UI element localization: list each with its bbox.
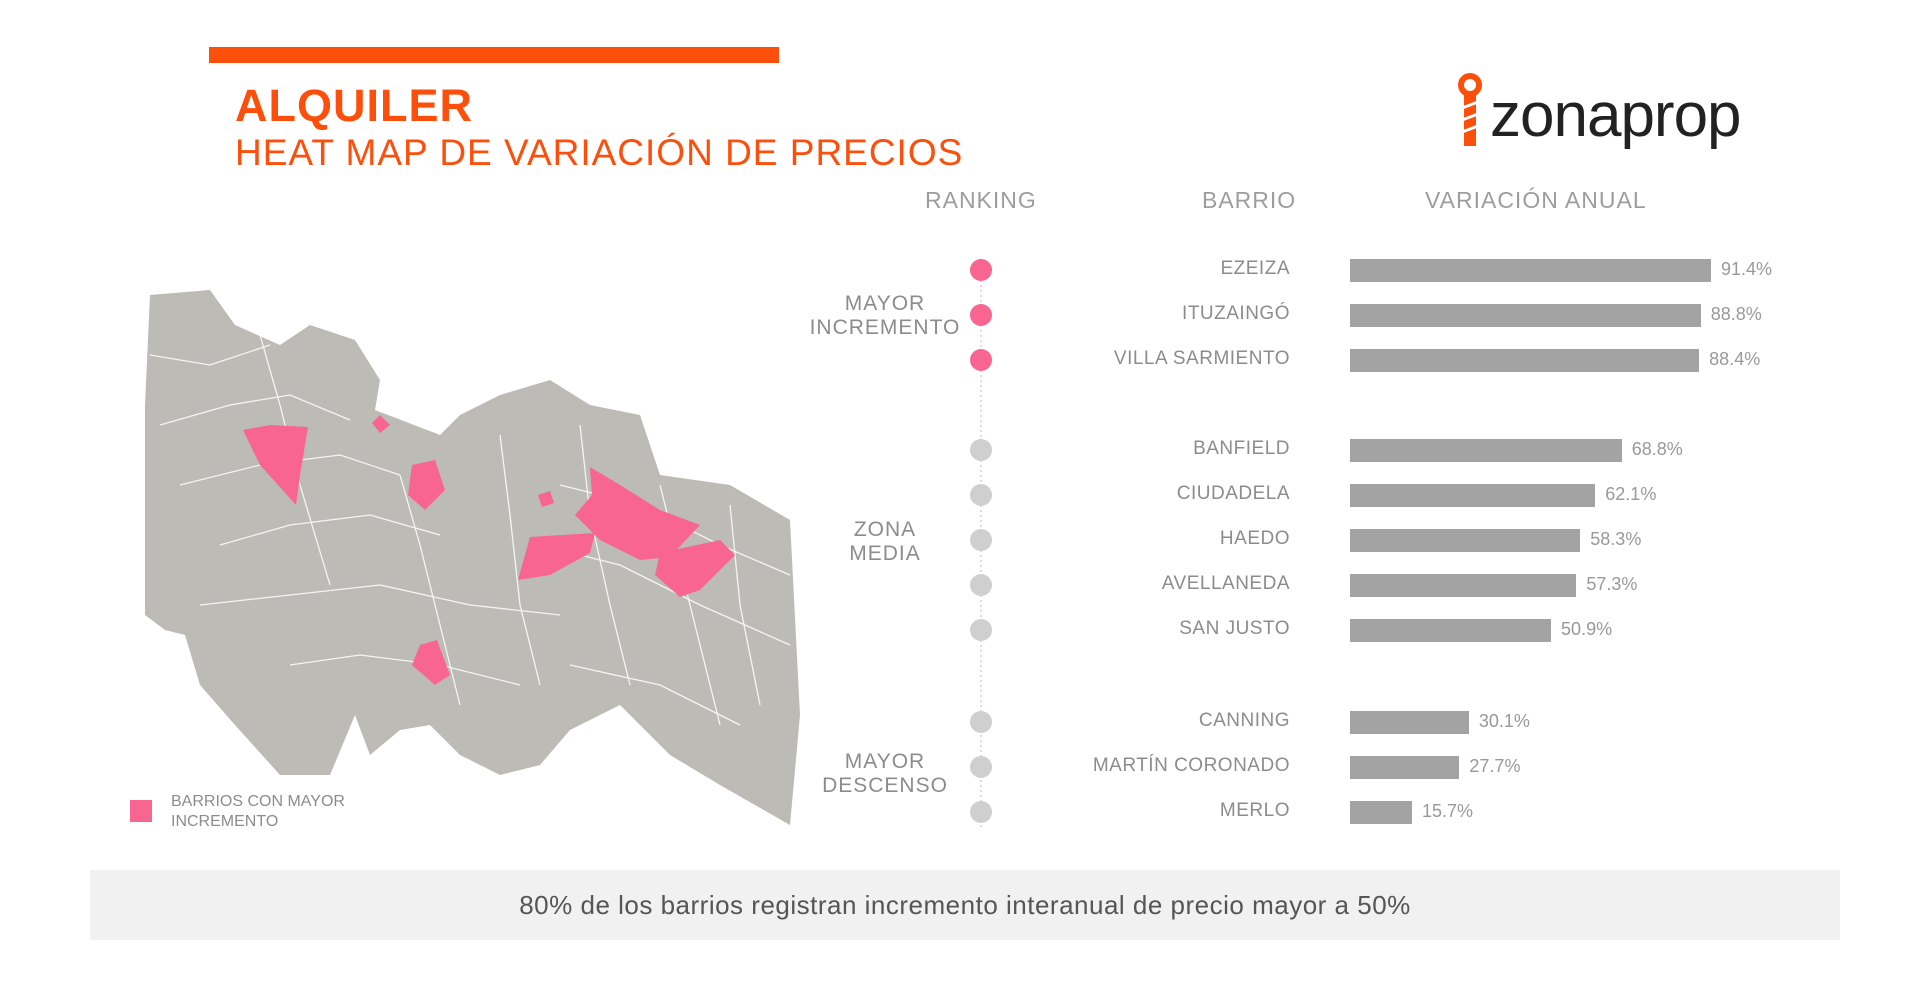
column-header-barrio: BARRIO — [1202, 187, 1297, 213]
bar — [1350, 619, 1552, 642]
heat-map — [145, 290, 800, 825]
bar-value-label: 58.3% — [1590, 529, 1642, 549]
column-header-ranking: RANKING — [925, 187, 1037, 213]
map-highlight-region — [372, 415, 390, 433]
bar-value-label: 30.1% — [1478, 711, 1530, 731]
bar — [1350, 756, 1460, 779]
map-highlight-region — [518, 533, 595, 580]
ranking-dot — [970, 484, 992, 506]
footer-text: 80% de los barrios registran incremento … — [519, 890, 1411, 920]
page-subtitle: HEAT MAP DE VARIACIÓN DE PRECIOS — [235, 132, 964, 173]
bar-value-label: 68.8% — [1631, 439, 1683, 459]
brand-logo-text: zonaprop — [1490, 81, 1742, 150]
barrio-label: MARTÍN CORONADO — [1092, 755, 1290, 776]
ranking-dot — [970, 349, 992, 371]
ranking-dot — [970, 304, 992, 326]
ranking-dot — [970, 529, 992, 551]
bar-value-label: 88.8% — [1710, 304, 1762, 324]
bar-value-label: 50.9% — [1561, 619, 1613, 639]
ranking-dot — [970, 619, 992, 641]
ranking-dot — [970, 439, 992, 461]
column-header-variacion: VARIACIÓN ANUAL — [1425, 187, 1647, 213]
legend-label: BARRIOS CON MAYOR INCREMENTO — [171, 793, 345, 830]
bar — [1350, 484, 1596, 507]
ranking-dot — [970, 259, 992, 281]
map-highlight-region — [575, 467, 700, 560]
bar — [1350, 304, 1701, 327]
map-highlight-region — [655, 540, 735, 597]
bar — [1350, 711, 1469, 734]
legend-swatch — [130, 800, 152, 822]
bar — [1350, 259, 1712, 282]
accent-bar — [209, 47, 779, 63]
bar-value-label: 88.4% — [1709, 349, 1761, 369]
bar — [1350, 574, 1577, 597]
bar — [1350, 529, 1581, 552]
page-title: ALQUILER — [235, 80, 473, 131]
key-icon — [1458, 73, 1482, 146]
map-highlight-region — [408, 460, 445, 510]
map-highlight-region — [243, 425, 308, 505]
barrio-label: CIUDADELA — [1176, 483, 1290, 504]
ranking-dot — [970, 574, 992, 596]
bar-value-label: 62.1% — [1605, 484, 1657, 504]
bar-value-label: 57.3% — [1586, 574, 1638, 594]
ranking-dot — [970, 711, 992, 733]
barrio-label: CANNING — [1198, 710, 1290, 731]
bar — [1350, 349, 1700, 372]
bar — [1350, 439, 1622, 462]
bar-value-label: 27.7% — [1469, 756, 1521, 776]
barrio-label: MERLO — [1219, 800, 1290, 821]
bar-value-label: 91.4% — [1721, 259, 1773, 279]
group-label-zona-media: ZONA MEDIA — [849, 518, 921, 565]
bar — [1350, 801, 1412, 824]
barrio-label: HAEDO — [1219, 528, 1290, 549]
barrio-label: BANFIELD — [1193, 438, 1290, 459]
barrio-label: EZEIZA — [1220, 258, 1290, 279]
ranking-dot — [970, 801, 992, 823]
barrio-label: VILLA SARMIENTO — [1113, 348, 1290, 369]
footer-banner: 80% de los barrios registran incremento … — [90, 870, 1840, 940]
bar-value-label: 15.7% — [1422, 801, 1474, 821]
barrio-label: SAN JUSTO — [1179, 618, 1290, 639]
map-highlight-region — [538, 491, 554, 507]
barrio-label: AVELLANEDA — [1161, 573, 1290, 594]
group-label-mayor-descenso: MAYOR DESCENSO — [822, 750, 948, 797]
map-highlight-region — [412, 640, 450, 685]
group-label-mayor-incremento: MAYOR INCREMENTO — [809, 292, 961, 339]
barrio-label: ITUZAINGÓ — [1182, 303, 1290, 324]
map-region — [145, 290, 800, 825]
ranking-dot — [970, 756, 992, 778]
